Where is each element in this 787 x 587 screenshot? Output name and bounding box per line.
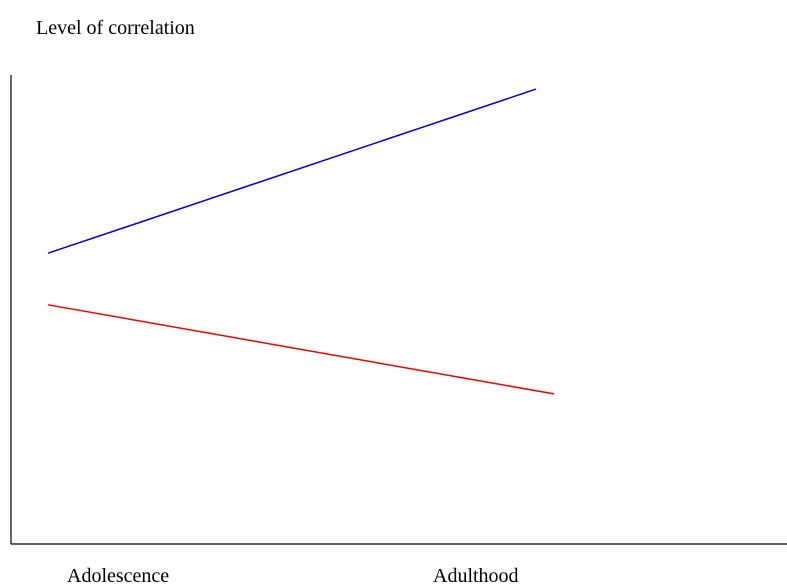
series-line-red: [47, 304, 555, 395]
x-tick-label-adulthood: Adulthood: [433, 565, 519, 587]
y-axis-label: Level of correlation: [36, 17, 195, 39]
series-line-blue: [47, 88, 537, 254]
series-layer: [47, 88, 555, 395]
x-tick-label-adolescence: Adolescence: [67, 565, 169, 587]
